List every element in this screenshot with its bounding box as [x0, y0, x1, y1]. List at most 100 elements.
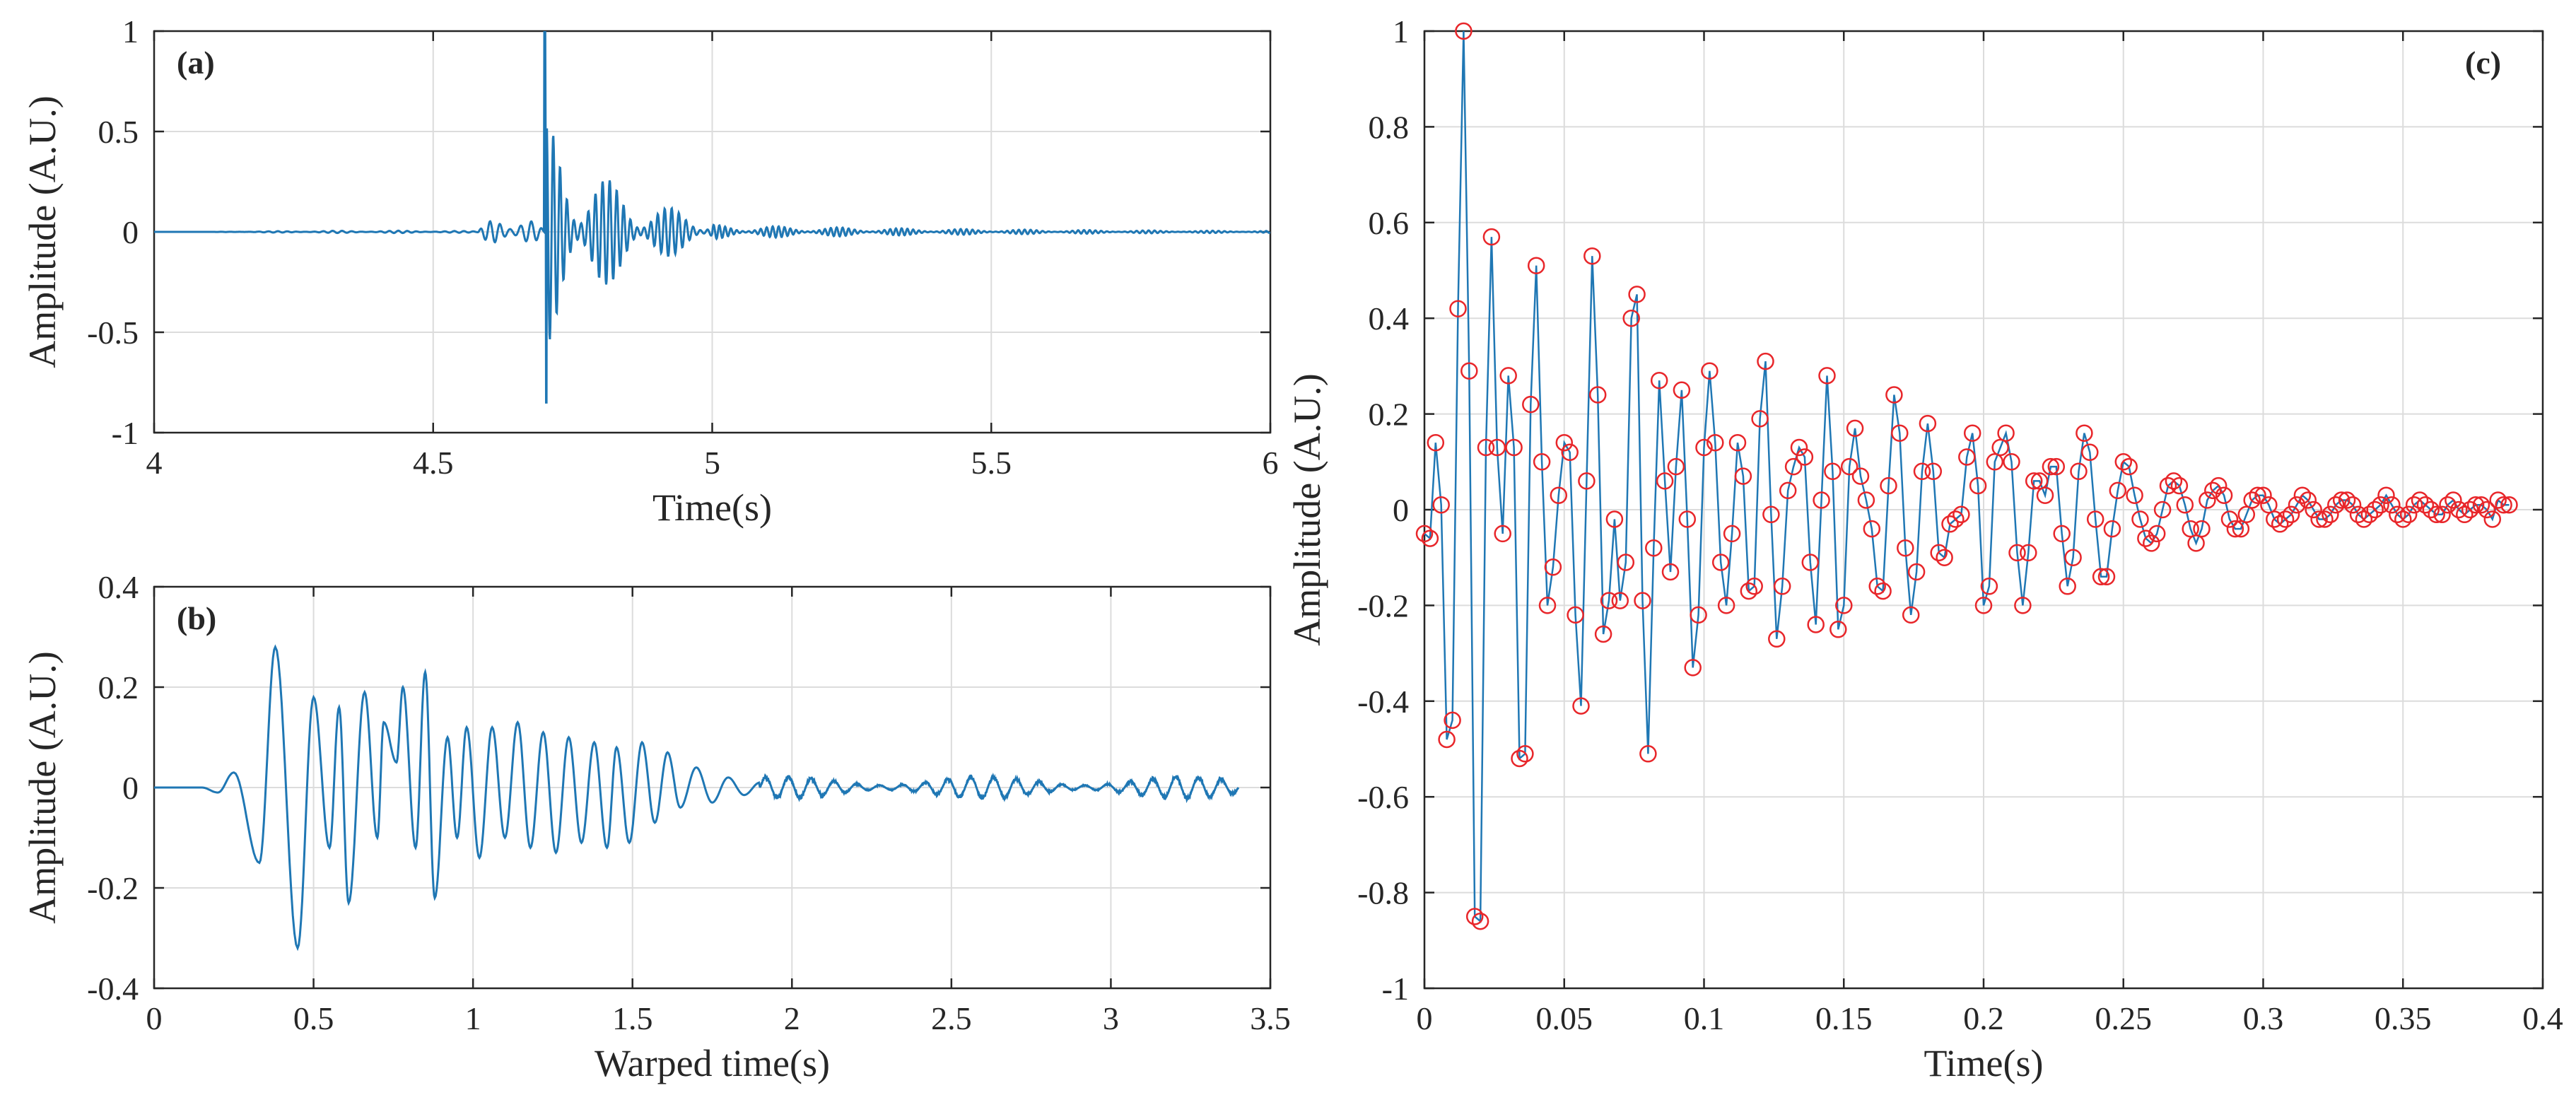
data-point-marker	[1829, 621, 1847, 638]
y-tick-label: 0	[122, 214, 139, 250]
data-point-marker	[1773, 578, 1791, 595]
data-point-marker	[2120, 457, 2138, 476]
x-tick-label: 0.05	[1536, 1000, 1593, 1036]
data-point-marker	[2254, 486, 2272, 504]
marker-group-c	[1415, 22, 2518, 930]
x-tick-label: 1.5	[612, 1000, 653, 1036]
y-tick-label: -0.6	[1357, 779, 1409, 815]
panel-b: 0 0.5 1 1.5 2 2.5 3 3.5 -0.4 -0.2 0 0.2 0.4 Warped ti…	[21, 569, 1291, 1084]
data-point-marker	[1980, 578, 1998, 595]
data-point-marker	[2103, 520, 2121, 538]
y-tick-label: 0.5	[98, 114, 139, 150]
data-point-marker	[2008, 544, 2026, 562]
x-axis-label-a: Time(s)	[652, 486, 772, 529]
data-point-marker	[2226, 520, 2244, 538]
data-point-marker	[1499, 367, 1517, 385]
y-tick-label: 0.8	[1369, 109, 1410, 145]
data-point-marker	[1538, 597, 1557, 614]
panel-c: 0 0.05 0.1 0.15 0.2 0.25 0.3 0.35 0.4 -1 -0.8 -0.6 -…	[1286, 13, 2563, 1084]
data-point-marker	[1728, 433, 1747, 452]
data-point-marker	[2047, 457, 2066, 476]
y-axis-label-b: Amplitude (A.U.)	[21, 651, 64, 923]
data-point-marker	[1628, 286, 1646, 303]
data-point-marker	[2428, 505, 2445, 524]
x-tick-label: 0.25	[2095, 1000, 2153, 1036]
data-point-marker	[1734, 467, 1752, 485]
data-point-marker	[1695, 438, 1713, 457]
data-point-marker	[2332, 491, 2350, 509]
data-point-marker	[2310, 510, 2328, 528]
data-point-marker	[1527, 257, 1545, 274]
data-point-marker	[1868, 578, 1886, 595]
data-point-marker	[1740, 582, 1758, 600]
data-point-marker	[2377, 486, 2395, 504]
data-point-marker	[1572, 697, 1590, 715]
data-point-marker	[1444, 711, 1461, 730]
y-tick-label: -1	[1382, 971, 1409, 1007]
data-point-marker	[1690, 606, 1707, 624]
x-tick-label: 0	[1417, 1000, 1433, 1036]
data-point-marker	[2445, 491, 2462, 509]
data-point-marker	[1902, 606, 1920, 624]
x-tick-label: 1	[465, 1000, 481, 1036]
data-point-marker	[2389, 505, 2406, 524]
data-point-marker	[1415, 525, 1434, 543]
data-point-marker	[2282, 505, 2300, 524]
data-point-marker	[1790, 438, 1808, 457]
data-point-marker	[1667, 457, 1685, 476]
data-point-marker	[1578, 472, 1596, 490]
data-point-marker	[2165, 472, 2183, 490]
data-point-marker	[1505, 438, 1523, 457]
y-tick-label: -0.4	[87, 971, 139, 1007]
x-tick-label: 6	[1263, 445, 1279, 481]
x-tick-label: 5.5	[971, 445, 1012, 481]
data-point-marker	[1684, 659, 1702, 677]
panel-label-c: (c)	[2465, 45, 2501, 81]
data-point-marker	[2456, 505, 2473, 524]
data-point-marker	[1947, 510, 1965, 528]
data-point-marker	[1851, 467, 1870, 485]
data-point-marker	[1465, 908, 1484, 925]
data-point-marker	[1796, 448, 1814, 466]
data-point-marker	[2322, 505, 2339, 524]
data-point-marker	[1561, 443, 1579, 462]
data-point-marker	[1634, 592, 1651, 609]
data-point-marker	[1840, 457, 1858, 476]
data-point-marker	[2042, 457, 2060, 476]
data-point-marker	[1494, 525, 1511, 543]
x-tick-label: 0.3	[2243, 1000, 2284, 1036]
data-point-marker	[1516, 745, 1534, 763]
data-point-marker	[2489, 491, 2507, 509]
data-point-marker	[1432, 496, 1450, 514]
data-point-marker	[1706, 433, 1724, 452]
data-point-marker	[1863, 520, 1881, 538]
data-point-marker	[1701, 362, 1719, 380]
data-point-marker	[2025, 472, 2043, 490]
data-point-marker	[1645, 539, 1663, 557]
data-point-marker	[1930, 544, 1948, 562]
data-point-marker	[2014, 597, 2032, 614]
data-point-marker	[2220, 510, 2239, 528]
y-tick-label: 0.2	[1369, 397, 1410, 433]
data-point-marker	[1924, 462, 1943, 481]
data-point-marker	[1779, 481, 1797, 500]
data-point-marker	[2266, 510, 2283, 528]
data-point-marker	[2288, 496, 2306, 514]
data-point-marker	[1807, 616, 1825, 633]
series-line-b	[154, 644, 1240, 952]
data-point-marker	[1963, 424, 1981, 442]
data-point-marker	[1891, 424, 1909, 442]
x-tick-label: 3.5	[1250, 1000, 1291, 1036]
data-point-marker	[1941, 515, 1959, 533]
data-point-marker	[1583, 247, 1601, 265]
x-tick-label: 3	[1103, 1000, 1119, 1036]
data-point-marker	[2355, 510, 2373, 528]
data-point-marker	[2081, 443, 2099, 462]
y-tick-label: 1	[1393, 13, 1409, 49]
data-point-marker	[2478, 501, 2496, 519]
panel-label-a: (a)	[177, 45, 215, 81]
data-point-marker	[1511, 749, 1528, 768]
data-point-marker	[1460, 362, 1478, 380]
data-point-marker	[2249, 486, 2266, 504]
